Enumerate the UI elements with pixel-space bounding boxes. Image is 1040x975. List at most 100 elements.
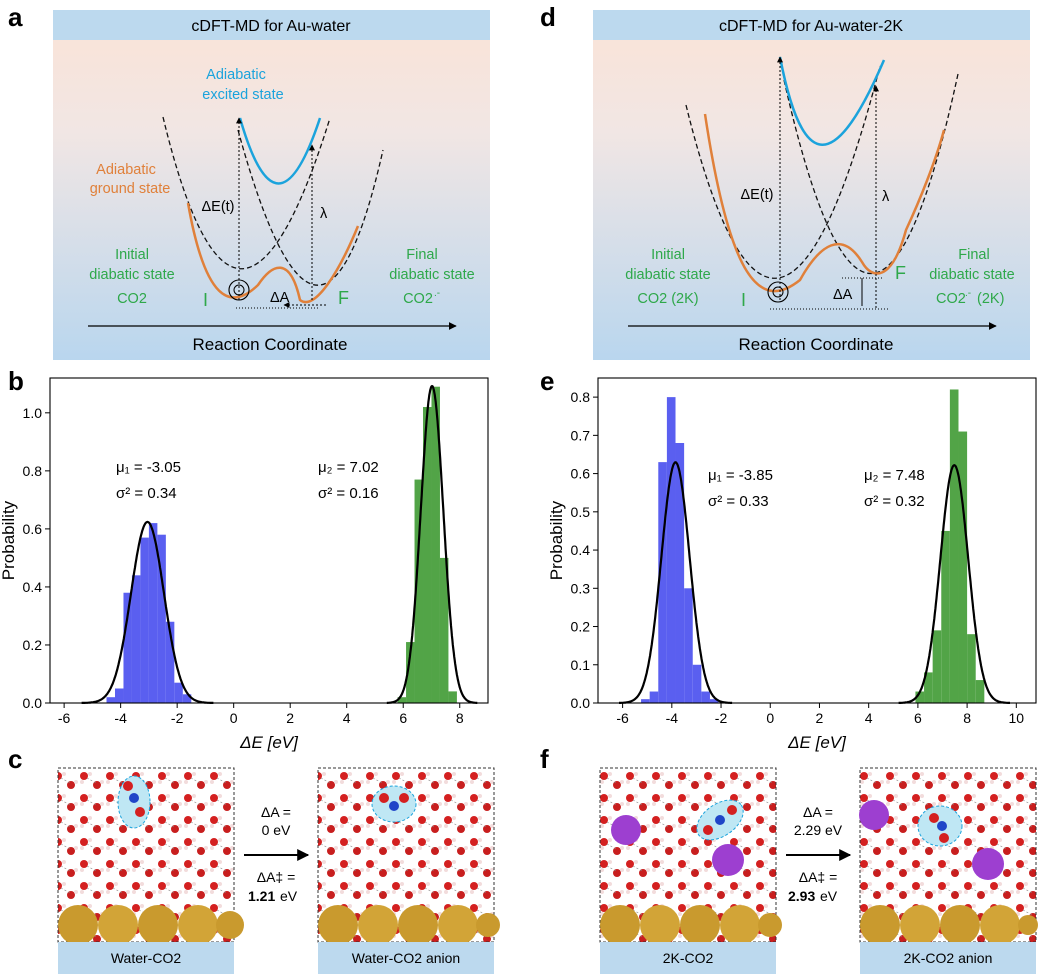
- x-tick-label: 6: [399, 710, 407, 726]
- oxygen-atom-icon: [379, 793, 389, 803]
- schematic-title: cDFT-MD for Au-water-2K: [719, 18, 903, 35]
- deltaA-line-2: 2.29 eV: [794, 822, 843, 838]
- y-tick-label: 0.2: [23, 637, 43, 653]
- x-tick-label: 2: [286, 710, 294, 726]
- system-swirl-icon: [767, 281, 789, 303]
- oxygen-atom-icon: [929, 813, 939, 823]
- adiabatic-excited-label-2: excited state: [202, 87, 283, 103]
- y-axis-label: Probability: [547, 500, 566, 580]
- final-label-2: diabatic state: [389, 267, 474, 283]
- bar-initial: [684, 588, 693, 703]
- schematic-left: cDFT-MD for Au-water Adiabatic excited s…: [53, 10, 490, 360]
- deltaA-line-1: ΔA =: [261, 804, 291, 820]
- bar-initial: [641, 699, 650, 703]
- adiabatic-excited-label-1: Adiabatic: [206, 67, 266, 83]
- bar-final: [932, 630, 942, 703]
- deltaA-label: ΔA: [270, 290, 290, 306]
- final-label-4: (2K): [977, 291, 1004, 307]
- caption-bar: [318, 942, 494, 974]
- gaussian-fit-line: [898, 464, 1010, 704]
- panel-label-a: a: [8, 2, 23, 32]
- potassium-atom-icon: [859, 800, 889, 830]
- bar-final: [958, 431, 968, 703]
- x-tick-label: -4: [114, 710, 127, 726]
- initial-label-1: Initial: [651, 247, 685, 263]
- bar-initial: [148, 523, 158, 703]
- bar-initial: [709, 699, 719, 703]
- bar-initial: [666, 397, 676, 703]
- bar-final: [924, 672, 933, 703]
- y-tick-label: 0.3: [571, 580, 591, 596]
- caption-2k-co2: 2K-CO2: [663, 950, 714, 966]
- deltaE-label: ΔE(t): [201, 199, 234, 215]
- plot-frame: [597, 377, 1037, 704]
- x-tick-label: -2: [171, 710, 184, 726]
- caption-water-co2: Water-CO2: [111, 950, 181, 966]
- final-charge: .-: [965, 288, 971, 299]
- histogram-chart-b: μ₁ = -3.05 σ² = 0.34 μ₂ = 7.02 σ² = 0.16 -6 -…: [0, 377, 489, 752]
- y-tick-label: 0.8: [23, 463, 43, 479]
- bar-final: [949, 389, 959, 703]
- bar-initial: [140, 537, 149, 703]
- caption-water-co2-anion: Water-CO2 anion: [352, 950, 460, 966]
- bar-final: [439, 557, 449, 703]
- x-tick-label: 2: [816, 710, 824, 726]
- final-label-1: Final: [958, 247, 989, 263]
- bar-final: [967, 634, 976, 703]
- x-axis-label: ΔE [eV]: [239, 733, 299, 752]
- y-tick-label: 0.6: [23, 521, 43, 537]
- deltaE-label: ΔE(t): [740, 187, 773, 203]
- bar-final: [941, 530, 950, 703]
- fit-stat-label: μ₁ = -3.05: [116, 459, 181, 476]
- bar-initial: [106, 697, 115, 703]
- y-tick-label: 0.2: [571, 619, 591, 635]
- final-label-2: diabatic state: [929, 267, 1014, 283]
- oxygen-atom-icon: [399, 793, 409, 803]
- bar-initial: [692, 664, 702, 703]
- y-tick-label: 0.1: [571, 657, 591, 673]
- carbon-atom-icon: [389, 801, 399, 811]
- bar-initial: [174, 682, 183, 703]
- bar-final: [414, 479, 424, 703]
- caption-bar: [860, 942, 1036, 974]
- potassium-atom-icon: [712, 844, 744, 876]
- bar-final: [431, 386, 440, 703]
- x-axis-label: ΔE [eV]: [787, 733, 847, 752]
- oxygen-atom-icon: [727, 805, 737, 815]
- initial-diabatic-curve: [685, 65, 881, 279]
- x-tick-label: 6: [914, 710, 922, 726]
- schematic-background: [53, 10, 490, 360]
- x-tick-label: -6: [58, 710, 71, 726]
- x-tick-label: 8: [456, 710, 464, 726]
- carbon-atom-icon: [937, 821, 947, 831]
- bar-final: [397, 697, 407, 703]
- adiabatic-ground-label-2: ground state: [90, 181, 171, 197]
- bar-initial: [182, 694, 192, 703]
- gold-surface-icon: [318, 905, 500, 945]
- schematic-title-bar: [53, 10, 490, 40]
- deltaA-barrier-line-1: ΔA‡ =: [799, 869, 838, 885]
- x-tick-label: -2: [715, 710, 728, 726]
- fit-stat-label: σ² = 0.32: [864, 493, 925, 510]
- x-tick-label: -6: [616, 710, 629, 726]
- schematic-title-bar: [593, 10, 1030, 40]
- deltaA-label: ΔA: [833, 287, 853, 303]
- x-tick-label: 10: [1009, 710, 1025, 726]
- initial-label-3: CO2: [117, 291, 147, 307]
- panel-label-e: e: [540, 366, 554, 396]
- bar-final: [448, 691, 457, 703]
- fit-stat-label: σ² = 0.34: [116, 485, 177, 502]
- bar-initial: [649, 691, 659, 703]
- system-swirl-icon: [228, 279, 250, 301]
- bar-initial: [123, 592, 132, 703]
- panel-label-b: b: [8, 366, 24, 396]
- bar-initial: [701, 691, 710, 703]
- potassium-atom-icon: [611, 815, 641, 845]
- x-tick-label: 4: [865, 710, 873, 726]
- oxygen-atom-icon: [135, 807, 145, 817]
- bar-initial: [658, 462, 667, 703]
- x-tick-label: 0: [230, 710, 238, 726]
- fit-stat-label: μ₂ = 7.02: [318, 459, 379, 476]
- state-I-label: I: [741, 290, 746, 310]
- schematic-background: [593, 10, 1030, 360]
